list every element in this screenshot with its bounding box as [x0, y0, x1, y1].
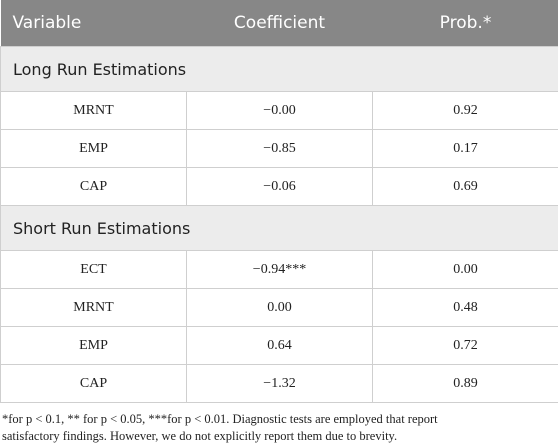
header-cell: Prob.* — [372, 0, 558, 47]
section-title: Short Run Estimations — [0, 205, 558, 251]
cell: EMP — [0, 129, 187, 168]
cell: ECT — [0, 250, 187, 289]
cell: CAP — [0, 167, 187, 206]
cell: 0.72 — [372, 326, 558, 365]
section-row: Short Run Estimations — [0, 205, 558, 251]
header-cell: Coefficient — [186, 0, 373, 47]
header-cell: Variable — [0, 0, 187, 47]
data-row: ECT −0.94*** 0.00 — [0, 250, 558, 289]
cell: 0.17 — [372, 129, 558, 168]
cell: −0.00 — [186, 91, 373, 130]
data-row: CAP −0.06 0.69 — [0, 167, 558, 206]
data-row: EMP −0.85 0.17 — [0, 129, 558, 168]
cell: 0.64 — [186, 326, 373, 365]
section-title: Long Run Estimations — [0, 46, 558, 92]
footnote-line: *for p < 0.1, ** for p < 0.05, ***for p … — [2, 412, 438, 426]
cell: −0.06 — [186, 167, 373, 206]
cell: MRNT — [0, 288, 187, 327]
data-row: MRNT −0.00 0.92 — [0, 91, 558, 130]
data-row: EMP 0.64 0.72 — [0, 326, 558, 365]
cell: MRNT — [0, 91, 187, 130]
footnote: *for p < 0.1, ** for p < 0.05, ***for p … — [2, 411, 558, 445]
table-header: Variable Coefficient Prob.* — [0, 0, 558, 47]
cell: 0.00 — [186, 288, 373, 327]
data-row: CAP −1.32 0.89 — [0, 364, 558, 403]
cell: EMP — [0, 326, 187, 365]
cell: 0.92 — [372, 91, 558, 130]
cell: −0.94*** — [186, 250, 373, 289]
table: Variable Coefficient Prob.* Long Run Estim… — [0, 0, 558, 403]
data-row: MRNT 0.00 0.48 — [0, 288, 558, 327]
cell: −0.85 — [186, 129, 373, 168]
cell: 0.69 — [372, 167, 558, 206]
footnote-line: satisfactory findings. However, we do no… — [2, 429, 398, 443]
cell: −1.32 — [186, 364, 373, 403]
section-row: Long Run Estimations — [0, 46, 558, 92]
cell: 0.89 — [372, 364, 558, 403]
cell: 0.00 — [372, 250, 558, 289]
cell: CAP — [0, 364, 187, 403]
cell: 0.48 — [372, 288, 558, 327]
table-body: Long Run Estimations MRNT −0.00 0.92 EMP −0.8… — [0, 46, 558, 403]
